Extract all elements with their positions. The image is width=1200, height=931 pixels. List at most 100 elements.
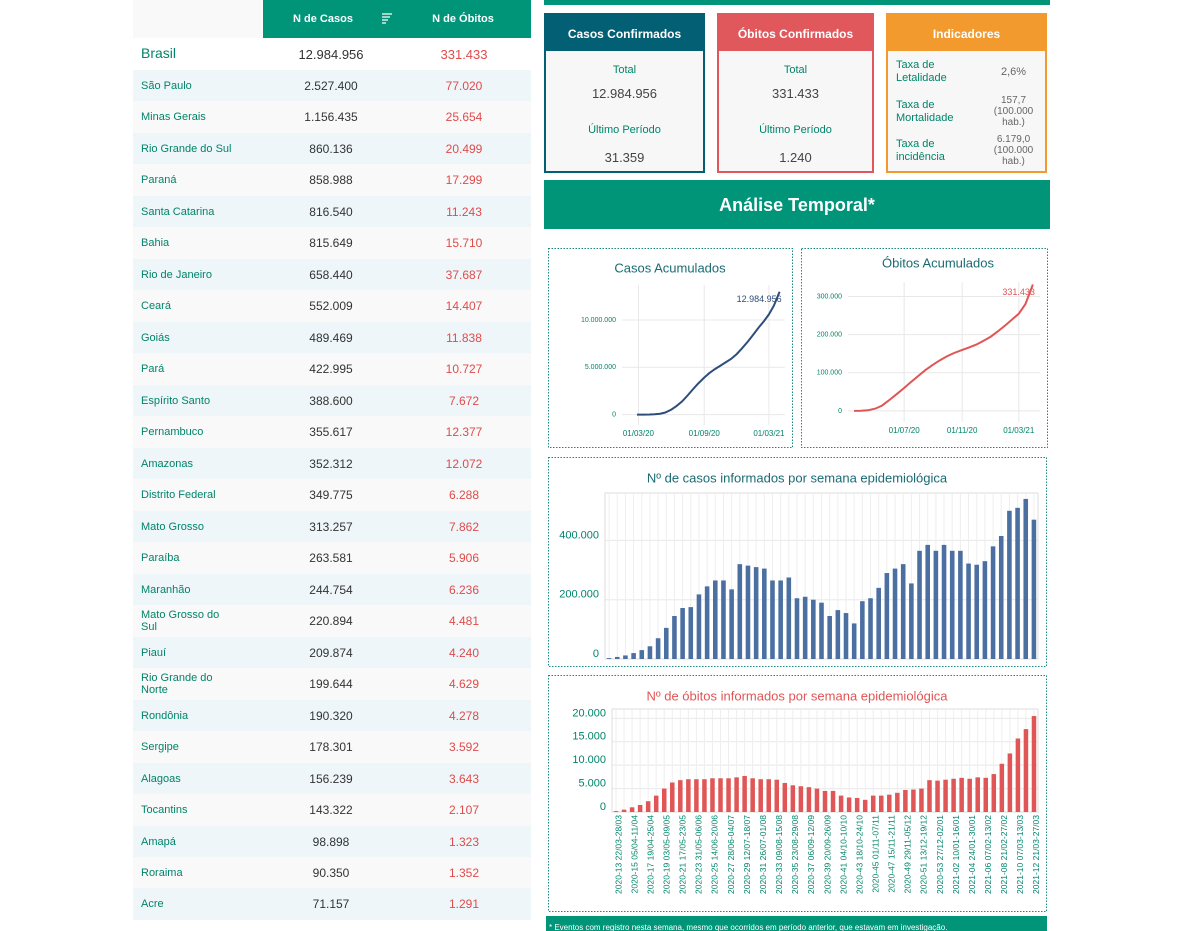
card-label: Último Período (759, 124, 832, 136)
bar (868, 598, 873, 659)
card-label: Total (783, 64, 808, 76)
table-row: Bahia 815.649 15.710 (133, 227, 531, 259)
x-tick-label: 01/09/20 (689, 429, 721, 438)
bar (982, 561, 988, 659)
deaths-value: 4.629 (448, 677, 480, 692)
table-row: Ceará 552.009 14.407 (133, 290, 531, 322)
deaths-value: 17.299 (445, 173, 483, 188)
y-tick-label: 200.000 (817, 331, 842, 338)
table-row: Paraíba 263.581 5.906 (133, 542, 531, 574)
x-tick-label: 2020-39 20/09-26/09 (822, 815, 832, 894)
x-tick-label: 01/03/20 (623, 429, 655, 438)
line (854, 284, 1034, 412)
state-name: Rio Grande do Sul (141, 142, 232, 155)
bar (999, 763, 1005, 812)
bar (819, 602, 824, 659)
state-name: Roraima (141, 867, 183, 879)
cases-value: 143.322 (309, 803, 353, 818)
y-tick-label: 0 (593, 648, 599, 660)
state-name: Mato Grosso (141, 520, 204, 533)
x-tick-label: 2021-02 10/01-16/01 (951, 815, 961, 894)
bar (854, 797, 860, 812)
deaths-value: 4.240 (448, 645, 480, 660)
state-name: Paraíba (141, 552, 180, 565)
bar (606, 658, 612, 659)
bar (1031, 519, 1037, 659)
bar (661, 788, 667, 812)
chart-title: Casos Acumulados (614, 260, 726, 275)
line (637, 291, 781, 416)
deaths-value: 37.687 (445, 267, 483, 282)
bar (959, 777, 964, 812)
bar (925, 544, 930, 659)
x-tick-label: 2021-12 21/03-27/03 (1031, 815, 1041, 894)
x-tick-label: 2020-17 19/04-25/04 (645, 815, 655, 894)
cases-value: 352.312 (309, 456, 353, 471)
x-tick-label: 2020-29 12/07-18/07 (742, 815, 752, 894)
bar (975, 777, 980, 812)
table-row: Goiás 489.469 11.838 (133, 321, 531, 354)
bar (729, 589, 734, 659)
bar (710, 778, 715, 812)
table-row: Maranhão 244.754 6.236 (133, 573, 531, 606)
bar (758, 779, 763, 812)
table-row: Espírito Santo 388.600 7.672 (133, 384, 531, 417)
state-name: Mato Grosso do Sul (141, 609, 220, 634)
bar (879, 795, 884, 812)
x-tick-label: 2020-25 14/06-20/06 (710, 815, 720, 894)
bar (786, 577, 792, 659)
card-label: Total (612, 64, 637, 76)
cases-value: 220.894 (309, 614, 353, 629)
bar (794, 598, 800, 659)
bar (911, 789, 916, 812)
x-tick-label: 2020-51 13/12-19/12 (919, 815, 929, 894)
cases-value: 489.469 (309, 330, 353, 345)
deaths-value: 7.862 (448, 519, 480, 534)
bar (900, 564, 906, 659)
bar (614, 656, 620, 659)
bar (846, 797, 852, 812)
deaths-value: 12.377 (445, 425, 483, 440)
chart-title: Nº de óbitos informados por semana epide… (646, 688, 948, 703)
bar (721, 580, 726, 659)
bar (1023, 729, 1029, 812)
indicator-label: Taxa de Mortalidade (896, 99, 954, 124)
card-label: Último Período (588, 124, 661, 136)
table-row: Mato Grosso do Sul 220.894 4.481 (133, 605, 531, 637)
state-name: Espírito Santo (141, 394, 211, 407)
table-row: Alagoas 156.239 3.643 (133, 762, 531, 795)
bar (811, 599, 816, 659)
card-title: Óbitos Confirmados (719, 15, 872, 51)
bar (734, 777, 739, 812)
card-indicators: Indicadores Taxa de Letalidade 2,6% Taxa… (886, 13, 1047, 173)
bar (1015, 738, 1021, 812)
sort-icon[interactable] (381, 13, 393, 25)
deaths-value: 1.352 (448, 866, 480, 880)
state-name: Santa Catarina (141, 205, 215, 218)
state-name: Maranhão (141, 583, 191, 596)
table-row: Paraná 858.988 17.299 (133, 164, 531, 196)
y-tick-label: 10.000 (572, 754, 606, 766)
deaths-value: 4.481 (448, 614, 480, 629)
cases-value: 388.600 (309, 393, 353, 408)
deaths-value: 14.407 (445, 299, 483, 314)
data-label: 12.984.956 (737, 294, 782, 304)
x-tick-label: 2020-21 17/05-23/05 (678, 815, 688, 894)
x-tick-label: 2021-10 07/03-13/03 (1015, 815, 1025, 894)
y-tick-label: 200.000 (559, 589, 599, 601)
header-blank (133, 0, 263, 38)
indicator-label: Taxa de incidência (896, 138, 945, 163)
y-tick-label: 0 (600, 801, 606, 813)
chart-frame (548, 248, 793, 448)
cases-value: 858.988 (309, 173, 353, 188)
table-row: Pará 422.995 10.727 (133, 353, 531, 385)
bar (766, 779, 771, 812)
bar (903, 789, 908, 812)
state-name: Bahia (141, 237, 170, 250)
table-row: Tocantins 143.322 2.107 (133, 794, 531, 826)
bar (678, 780, 683, 812)
bar (802, 596, 808, 659)
deaths-value: 3.643 (448, 771, 480, 786)
bar (613, 811, 619, 812)
